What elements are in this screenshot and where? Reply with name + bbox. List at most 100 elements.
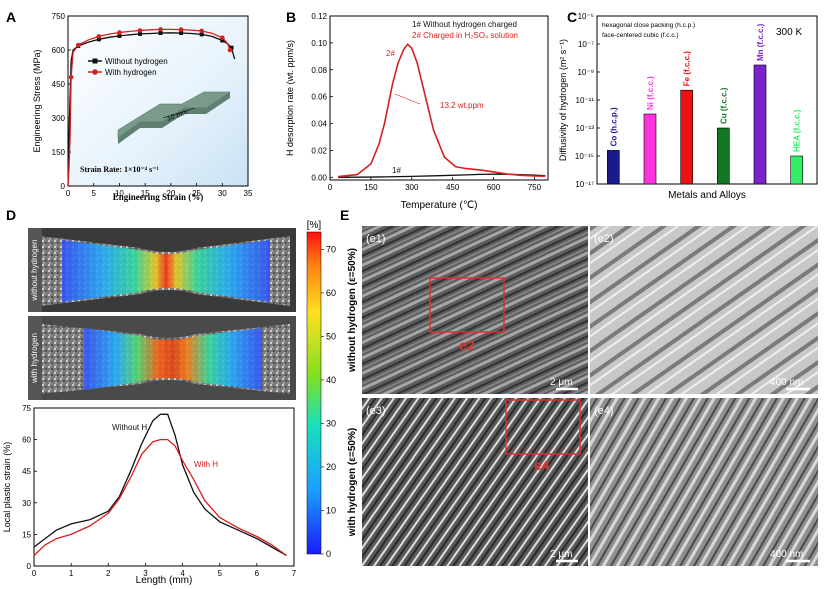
marker-without-hydrogen [158, 31, 163, 35]
colorbar-tick-label: 70 [326, 244, 336, 254]
series-with-h [33, 438, 287, 557]
zoom-box-e4 [505, 399, 581, 455]
legend-fcc: face-centered cubic (f.c.c.) [602, 32, 679, 39]
y-tick-label: 300 [52, 114, 66, 123]
panel-letter-d: D [6, 207, 16, 223]
marker-without-hydrogen [179, 31, 184, 35]
colorbar-tick-label: 60 [326, 288, 336, 298]
colorbar-tick-label: 40 [326, 375, 336, 385]
annotation-leader [394, 93, 421, 105]
y-tick-label: 10⁻¹³ [576, 124, 595, 133]
scale-label-e2: 400 nm [770, 377, 803, 388]
plot-a-marks: 0 5 10 15 20 25 30 35 0 150 300 450 600 750 [52, 12, 253, 198]
bar-label: Mn (f.c.c.) [756, 23, 765, 61]
tile-label-e4: (e4) [594, 405, 614, 417]
panel-letter-c: C [567, 9, 577, 25]
plot-b-xlabel: Temperature (℃) [401, 200, 478, 211]
x-tick-label: 0 [66, 189, 71, 198]
y-tick-label: 600 [52, 46, 66, 55]
y-tick-label: 0.06 [311, 93, 327, 102]
x-tick-label: 3 [143, 569, 148, 578]
y-tick-label: 0.04 [311, 120, 327, 129]
annotation-1: 1# [392, 166, 401, 175]
y-tick-label: 0.00 [311, 173, 327, 182]
marker-without-hydrogen [96, 37, 101, 42]
dic-label-without-hydrogen: without hydrogen [30, 240, 39, 302]
y-tick-label: 10⁻¹¹ [576, 96, 595, 105]
x-tick-label: 4 [180, 569, 185, 578]
strain-rate-annotation: Strain Rate: 1×10⁻⁴ s⁻¹ [80, 165, 160, 174]
x-tick-label: 10 [115, 189, 124, 198]
callout-e4: e4 [534, 457, 550, 473]
y-tick-label: 15 [22, 530, 31, 539]
plot-c-ylabel: Diffusivity of hydrogen (m² s⁻¹) [558, 39, 568, 161]
y-tick-label: 0.08 [311, 66, 327, 75]
colorbar-tick-label: 30 [326, 418, 336, 428]
panel-letter-e: E [340, 207, 349, 223]
legend-without-hydrogen: Without hydrogen [105, 57, 168, 66]
x-tick-label: 15 [141, 189, 150, 198]
legend-1-without-charge: 1# Without hydrogen charged [412, 20, 517, 29]
dic-colorbar [306, 231, 322, 555]
bar-label: Cu (f.c.c.) [719, 87, 728, 124]
zoom-box-e2 [429, 277, 505, 333]
plot-d-xlabel: Length (mm) [136, 575, 193, 586]
y-tick-label: 0.02 [311, 146, 327, 155]
sem-tile-e4 [590, 398, 818, 566]
panel-letter-a: A [6, 9, 16, 25]
marker-with-hydrogen [96, 34, 102, 39]
bar-co [607, 150, 620, 185]
scale-label-e3: 2 μm [550, 549, 572, 560]
tile-label-e2: (e2) [594, 233, 614, 245]
y-tick-label: 10⁻⁵ [578, 12, 594, 21]
dic-images [28, 228, 296, 400]
bar-label: HEA (f.c.c.) [793, 109, 802, 152]
plot-c-xlabel: Metals and Alloys [668, 190, 746, 201]
marker-without-hydrogen [220, 38, 225, 43]
plot-c-marks: 10⁻¹⁷ 10⁻¹⁵ 10⁻¹³ 10⁻¹¹ 10⁻⁹ 10⁻⁷ 10⁻⁵ Co (h.c.… [575, 12, 803, 189]
y-tick-label: 0.12 [311, 12, 327, 21]
bar-hea [790, 155, 803, 185]
x-tick-label: 35 [244, 189, 253, 198]
marker-with-hydrogen [227, 47, 233, 53]
y-tick-label: 45 [22, 467, 31, 476]
colorbar-tick-label: 10 [326, 505, 336, 515]
colorbar-tick-label: 50 [326, 331, 336, 341]
x-tick-label: 150 [364, 183, 378, 192]
plot-b-ylabel: H desorption rate (wt. ppm/s) [285, 40, 295, 156]
x-tick-label: 5 [91, 189, 96, 198]
x-tick-label: 25 [192, 189, 201, 198]
bar-label: Ni (f.c.c.) [646, 76, 655, 110]
marker-with-hydrogen [117, 30, 122, 35]
legend-2-charged: 2# Charged in H₂SO₄ solution [412, 31, 518, 40]
marker-without-hydrogen [138, 31, 142, 36]
y-tick-label: 60 [22, 436, 31, 445]
marker-with-hydrogen [68, 74, 74, 80]
y-tick-label: 0 [27, 562, 32, 571]
x-tick-label: 5 [217, 569, 222, 578]
legend-hcp: hexagonal close packing (h.c.p.) [602, 22, 695, 29]
y-tick-label: 150 [52, 148, 66, 157]
row-label-with-hydrogen: with hydrogen (ε=50%) [347, 428, 358, 537]
marker-without-hydrogen [117, 33, 122, 38]
y-tick-label: 0 [61, 182, 66, 191]
legend-with-hydrogen: With hydrogen [105, 68, 157, 77]
scale-label-e4: 400 nm [770, 549, 803, 560]
annotation-2: 2# [386, 49, 395, 58]
colorbar-unit: [%] [307, 220, 322, 231]
bar-cu [717, 127, 730, 185]
x-tick-label: 600 [487, 183, 501, 192]
row-label-without-hydrogen: without hydrogen (ε=50%) [347, 248, 358, 373]
label-with-h: With H [194, 460, 218, 469]
bar-fe [680, 89, 693, 185]
x-tick-label: 0 [328, 183, 333, 192]
marker-with-hydrogen [199, 28, 205, 34]
colorbar-tick-label: 0 [326, 549, 331, 559]
y-tick-label: 0.10 [311, 39, 327, 48]
x-tick-label: 2 [106, 569, 111, 578]
marker-with-hydrogen [137, 28, 143, 33]
marker-without-hydrogen [199, 32, 204, 37]
colorbar-tick-label: 20 [326, 462, 336, 472]
